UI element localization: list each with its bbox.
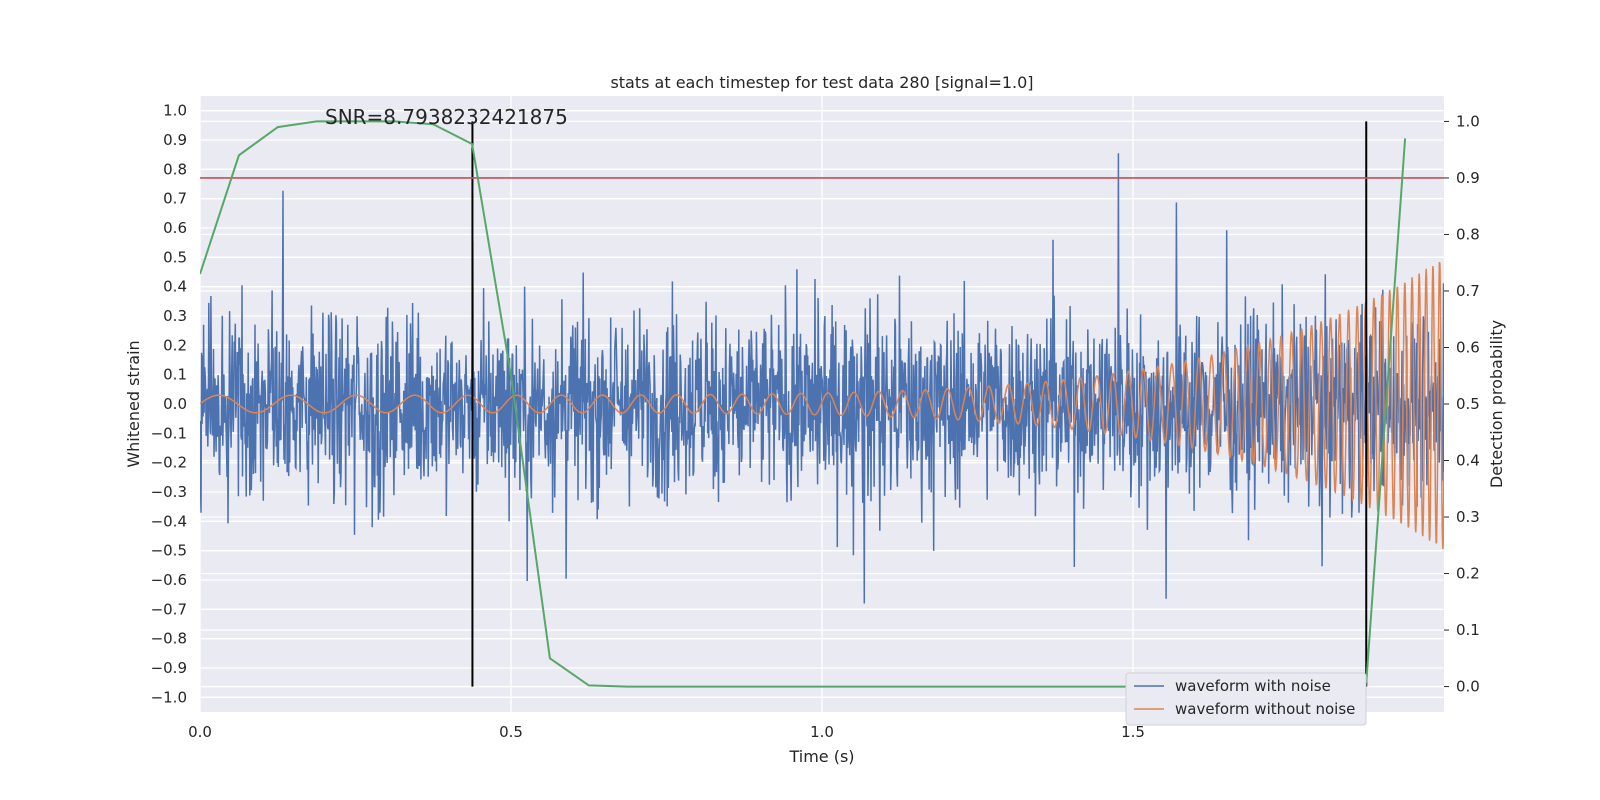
y2-tick-label: 0.0 <box>1456 678 1480 696</box>
y2-tick-label: 0.3 <box>1456 508 1480 526</box>
y-tick-label: 0.8 <box>163 160 187 178</box>
y-tick-label: 0.9 <box>163 131 187 149</box>
legend-label-clean: waveform without noise <box>1175 700 1355 718</box>
chart-title: stats at each timestep for test data 280… <box>610 73 1033 92</box>
y2-axis-label: Detection probability <box>1487 320 1506 488</box>
y-tick-label: 0.6 <box>163 219 187 237</box>
y2-tick-label: 0.6 <box>1456 338 1480 356</box>
legend: waveform with noise waveform without noi… <box>1125 672 1367 726</box>
ticks: 0.0 0.5 1.0 1.5 1.0 0.9 0.8 0.7 0.6 0.5 0.4 0.3 0.2 0… <box>151 102 1480 741</box>
snr-annotation: SNR=8.7938232421875 <box>325 105 568 129</box>
y-tick-label: 0.1 <box>163 366 187 384</box>
y2-tick-label: 0.2 <box>1456 565 1480 583</box>
y-axis-label: Whitened strain <box>124 340 143 467</box>
y2-tick-label: 0.9 <box>1456 169 1480 187</box>
y-tick-label: 0.2 <box>163 336 187 354</box>
y2-tick-label: 0.8 <box>1456 225 1480 243</box>
y2-tick-label: 0.7 <box>1456 282 1480 300</box>
y-tick-label: −1.0 <box>151 688 187 706</box>
x-axis-label: Time (s) <box>788 747 854 766</box>
y2-tick-label: 0.4 <box>1456 452 1480 470</box>
y-tick-label: −0.4 <box>151 512 187 530</box>
y2-tick-label: 0.1 <box>1456 621 1480 639</box>
x-tick-label: 0.0 <box>188 723 212 741</box>
y-tick-label: −0.5 <box>151 542 187 560</box>
legend-label-noise: waveform with noise <box>1175 677 1331 695</box>
y-tick-label: 0.5 <box>163 248 187 266</box>
y-tick-label: −0.2 <box>151 454 187 472</box>
y-tick-label: −0.7 <box>151 600 187 618</box>
y-tick-label: 0.3 <box>163 307 187 325</box>
y-tick-label: 1.0 <box>163 102 187 120</box>
y-tick-label: −0.8 <box>151 630 187 648</box>
y-tick-label: −0.9 <box>151 659 187 677</box>
y-tick-label: −0.1 <box>151 424 187 442</box>
y-tick-label: −0.6 <box>151 571 187 589</box>
legend-box <box>1125 672 1367 726</box>
y2-tick-label: 0.5 <box>1456 395 1480 413</box>
y-tick-label: −0.3 <box>151 483 187 501</box>
y2-tick-label: 1.0 <box>1456 112 1480 130</box>
y-tick-label: 0.4 <box>163 278 187 296</box>
x-tick-label: 1.5 <box>1121 723 1145 741</box>
series-waveform-with-noise <box>200 153 1444 604</box>
x-tick-label: 1.0 <box>810 723 834 741</box>
y-tick-label: 0.7 <box>163 190 187 208</box>
x-tick-label: 0.5 <box>499 723 523 741</box>
y-tick-label: 0.0 <box>163 395 187 413</box>
series-waveform-without-noise <box>200 261 1444 549</box>
